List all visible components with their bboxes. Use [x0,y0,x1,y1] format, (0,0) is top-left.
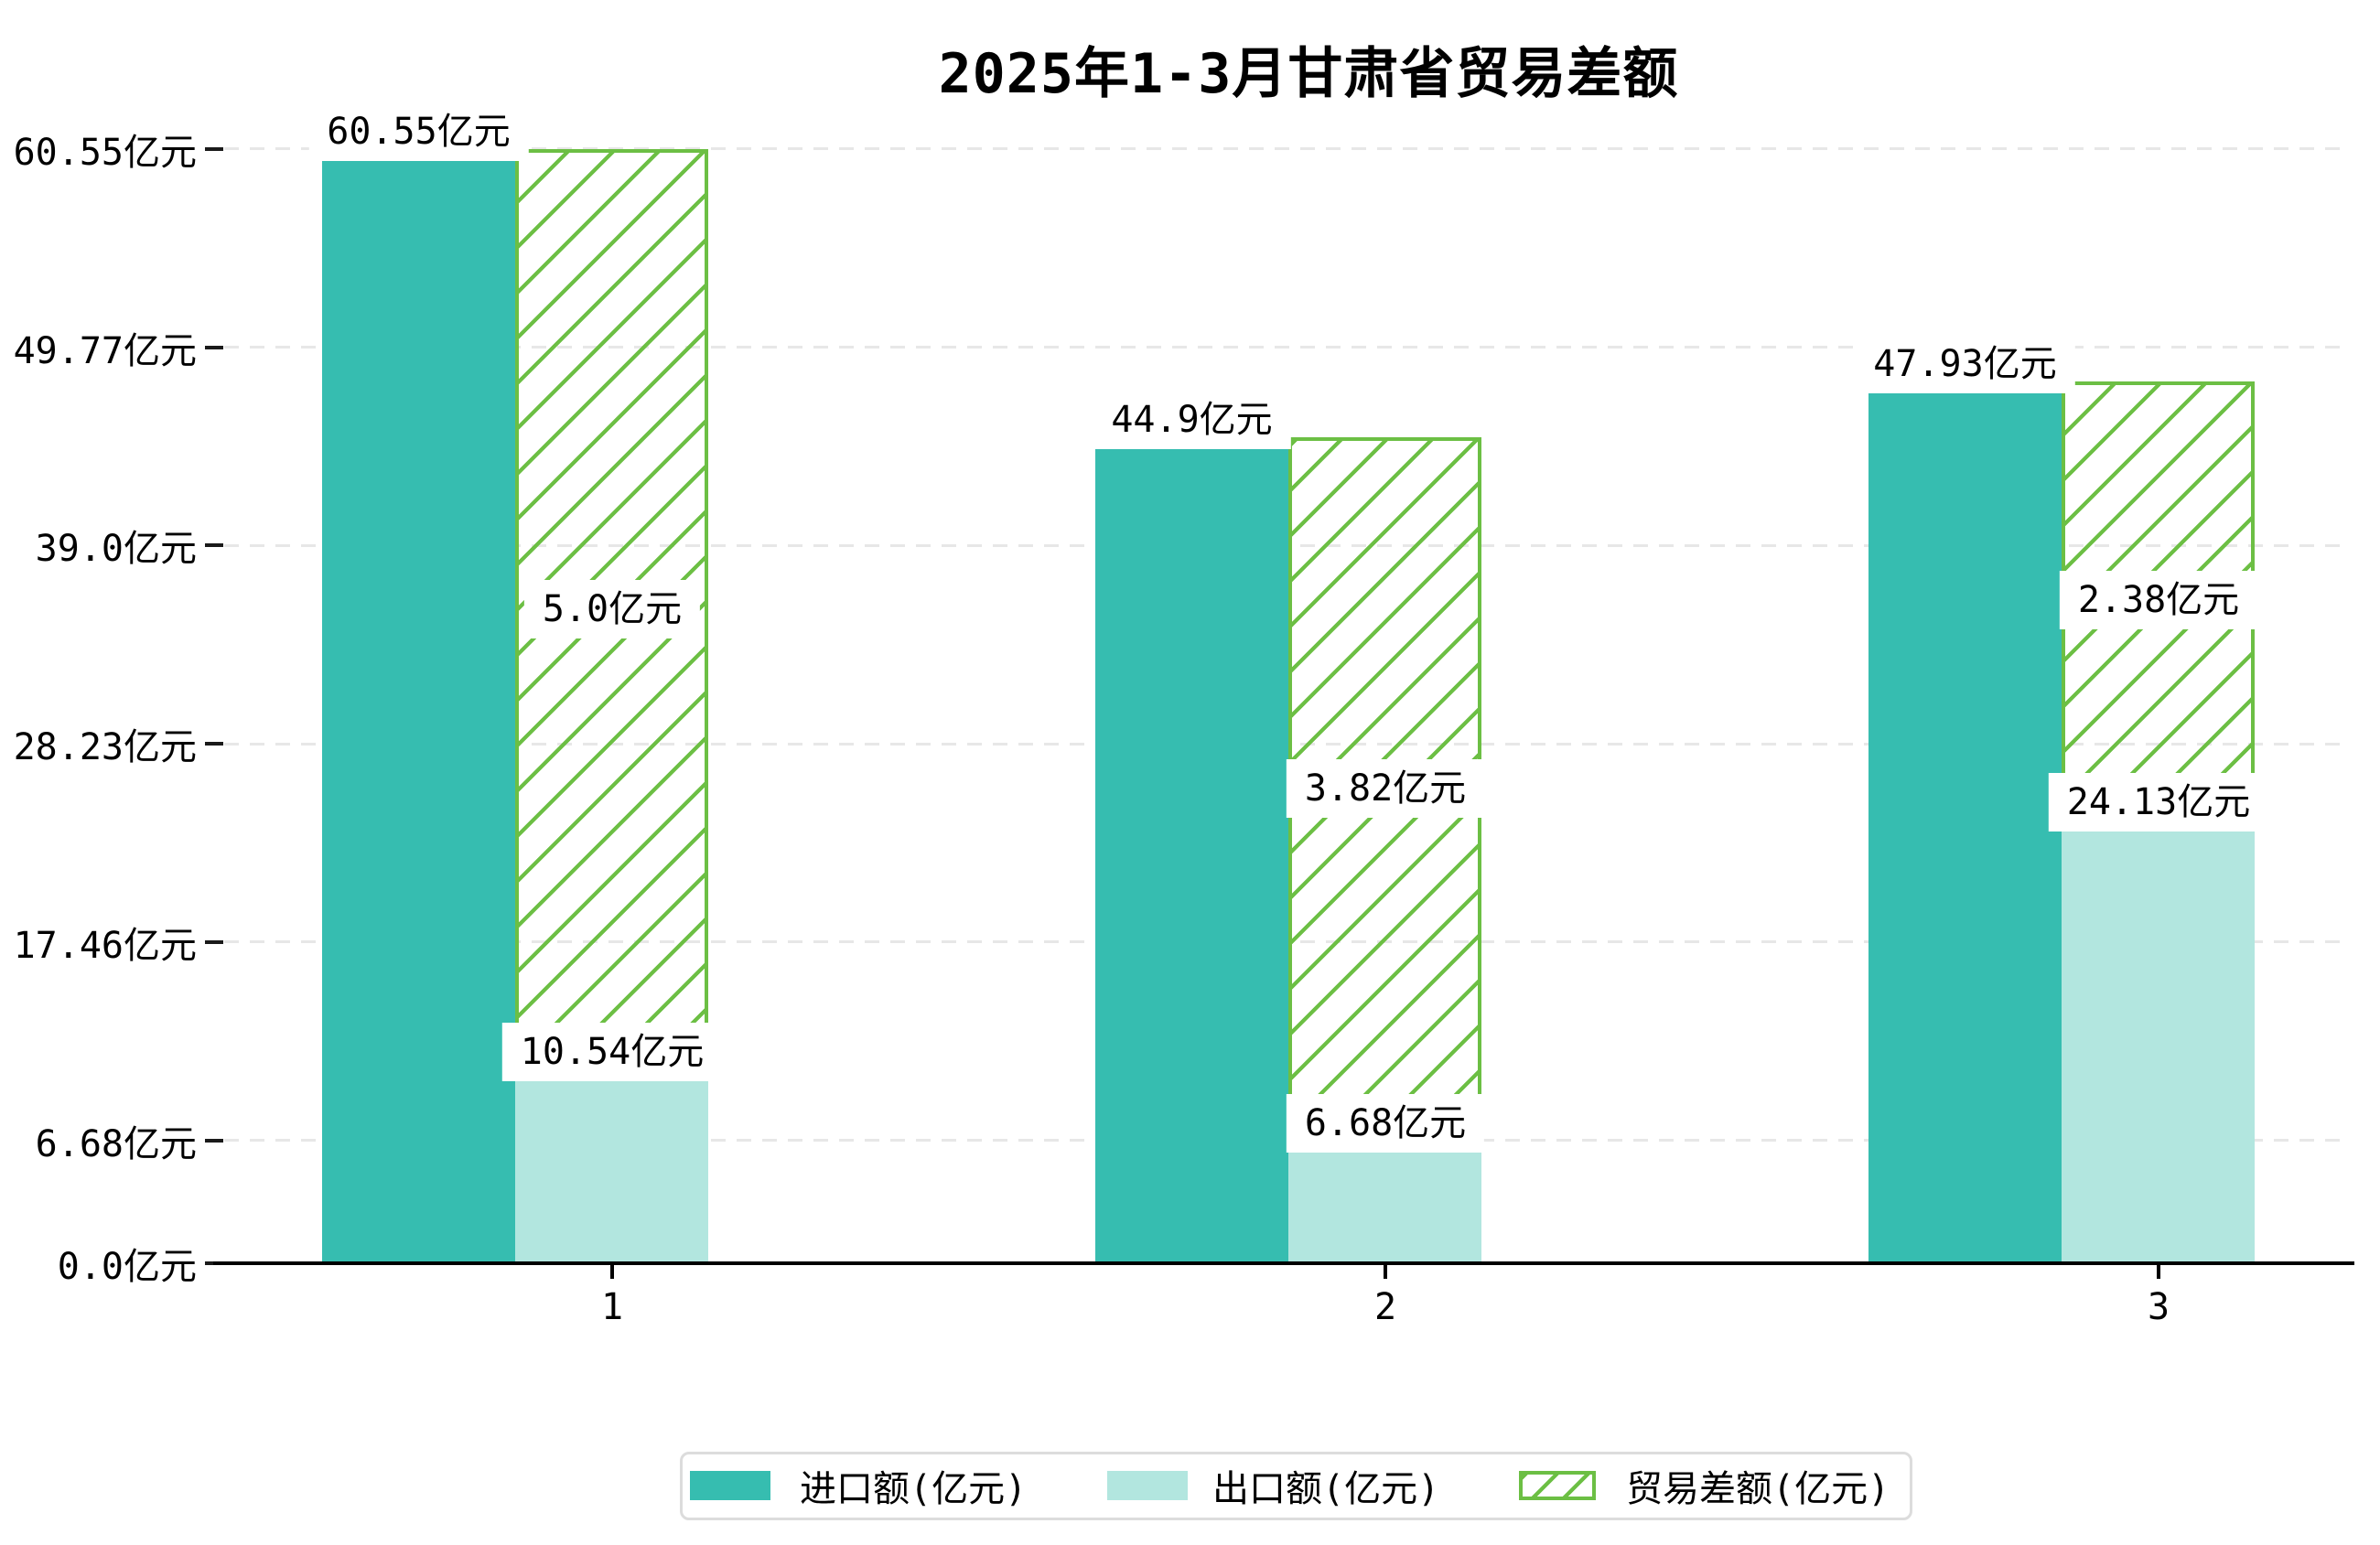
export-bar [1288,1140,1481,1263]
legend-label-import: 进口额(亿元) [800,1468,1028,1510]
y-tick-mark [205,146,223,151]
y-tick-label: 60.55亿元 [13,131,197,174]
diff-value-label: 2.38亿元 [2059,571,2258,630]
gridline [224,147,2347,151]
export-bar [515,1068,708,1263]
y-tick-label: 6.68亿元 [35,1122,197,1165]
y-tick-mark [205,345,223,349]
import-bar [1095,436,1288,1263]
export-bar [2062,819,2255,1263]
y-tick-label: 39.0亿元 [35,528,197,571]
y-tick-label: 17.46亿元 [13,924,197,967]
legend-swatch-diff [1519,1471,1596,1500]
legend [680,1452,1912,1520]
x-axis-line [213,1261,2354,1265]
export-value-label: 10.54亿元 [501,1022,723,1081]
y-tick-label: 0.0亿元 [57,1246,197,1288]
gridline [224,346,2347,349]
chart-title: 2025年1-3月甘肃省贸易差额 [938,42,1679,106]
x-tick-label: 1 [600,1286,624,1328]
x-tick-mark [2157,1263,2160,1279]
legend-swatch-import [690,1471,770,1500]
y-tick-label: 28.23亿元 [13,726,197,768]
y-tick-label: 49.77亿元 [13,329,197,372]
legend-label-diff: 贸易差额(亿元) [1626,1468,1890,1510]
import-value-label: 44.9亿元 [1093,390,1291,449]
import-value-label: 60.55亿元 [308,102,529,161]
y-tick-mark [205,543,223,548]
x-tick-mark [1384,1263,1387,1279]
x-tick-label: 2 [1373,1286,1397,1328]
import-bar [1868,381,2062,1263]
import-bar [322,148,515,1263]
diff-value-label: 5.0亿元 [523,579,701,638]
x-tick-mark [610,1263,614,1279]
y-tick-mark [205,939,223,944]
legend-label-export: 出口额(亿元) [1212,1468,1440,1510]
export-value-label: 24.13亿元 [2048,772,2269,832]
diff-value-label: 3.82亿元 [1286,759,1485,819]
y-tick-mark [205,1138,223,1143]
x-tick-label: 3 [2147,1286,2170,1328]
export-value-label: 6.68亿元 [1286,1093,1485,1153]
y-tick-mark [205,742,223,746]
import-value-label: 47.93亿元 [1855,334,2075,393]
legend-swatch-export [1107,1471,1188,1500]
